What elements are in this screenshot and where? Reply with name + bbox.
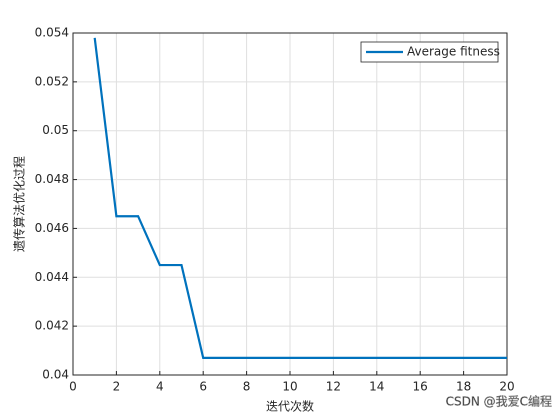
x-tick-label: 6 [199, 380, 207, 394]
x-tick-label: 0 [69, 380, 77, 394]
y-tick-label: 0.05 [42, 123, 69, 137]
legend-label: Average fitness [407, 45, 500, 59]
y-axis-label: 遗传算法优化过程 [12, 156, 27, 252]
data-line [93, 37, 507, 359]
x-tick-label: 8 [243, 380, 251, 394]
plot-frame [72, 32, 508, 376]
watermark: CSDN @我爱C编程 [446, 394, 552, 409]
x-tick-label: 18 [456, 380, 471, 394]
y-tick-label: 0.048 [35, 172, 69, 186]
x-tick-label: 2 [113, 380, 121, 394]
y-tick-label: 0.044 [35, 270, 69, 284]
x-axis-label: 迭代次数 [266, 399, 314, 414]
x-tick-label: 12 [326, 380, 341, 394]
x-tick-label: 14 [369, 380, 384, 394]
x-tick-label: 4 [156, 380, 164, 394]
x-tick-label: 20 [499, 380, 514, 394]
y-tick-label: 0.046 [35, 221, 69, 235]
y-tick-label: 0.042 [35, 319, 69, 333]
y-tick-label: 0.052 [35, 74, 69, 88]
y-tick-label: 0.04 [42, 368, 69, 382]
y-tick-label: 0.054 [35, 26, 69, 40]
legend-box [360, 41, 499, 63]
x-tick-label: 16 [413, 380, 428, 394]
x-tick-label: 10 [282, 380, 297, 394]
